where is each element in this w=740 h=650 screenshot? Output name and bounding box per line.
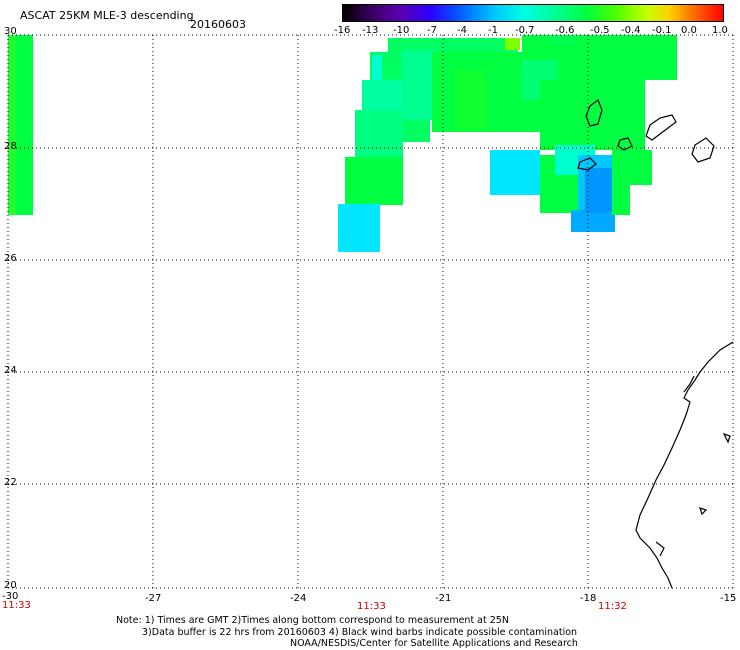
colorbar-tick: -13	[362, 25, 379, 36]
colorbar-tick: -7	[427, 25, 437, 36]
note-line-1: Note: 1) Times are GMT 2)Times along bot…	[116, 615, 509, 626]
colorbar-tick: -10	[393, 25, 410, 36]
island-tenerife	[577, 157, 597, 171]
african-coastline	[635, 341, 734, 589]
colorbar-tick: -0.5	[590, 25, 610, 36]
coastlines	[577, 99, 734, 589]
colorbar-tick: -16	[334, 25, 351, 36]
note-line-3: NOAA/NESDIS/Center for Satellite Applica…	[290, 638, 578, 649]
coast-detail-d	[655, 541, 665, 557]
colorbar-tick: -0.4	[621, 25, 641, 36]
product-date: 20160603	[190, 18, 246, 31]
lon-label: -18	[580, 593, 597, 604]
colorbar-tick: 0.0	[681, 25, 697, 36]
colorbar-tick: -0.1	[652, 25, 672, 36]
colorbar-tick: -0.7	[515, 25, 535, 36]
lat-label: 24	[4, 365, 17, 376]
coast-detail-c	[699, 507, 708, 516]
colorbar-tick: -4	[457, 25, 467, 36]
colorbar-tick: -0.6	[555, 25, 575, 36]
lat-label: 30	[4, 26, 17, 37]
coast-detail-b	[722, 432, 731, 444]
time-label: 11:33	[2, 600, 31, 611]
island-gran-canaria	[691, 137, 715, 163]
grid-lines	[7, 34, 735, 589]
time-label: 11:33	[357, 601, 386, 612]
lon-label: -30	[2, 591, 19, 602]
coast-detail-a	[683, 375, 695, 393]
colorbar	[342, 4, 724, 22]
lat-label: 20	[4, 580, 17, 591]
wind-swath	[8, 35, 677, 252]
lon-label: -15	[720, 593, 737, 604]
colorbar-tick: -1	[488, 25, 498, 36]
lon-label: -21	[435, 593, 452, 604]
island-lanzarote	[645, 114, 677, 141]
lat-label: 26	[4, 253, 17, 264]
time-label: 11:32	[598, 601, 627, 612]
island-la-palma	[585, 99, 603, 127]
lon-label: -24	[290, 593, 307, 604]
lat-label: 22	[4, 477, 17, 488]
lon-label: -27	[145, 593, 162, 604]
product-title: ASCAT 25KM MLE-3 descending	[20, 9, 194, 22]
colorbar-tick: 1.0	[712, 25, 728, 36]
island-fuerteventura	[617, 137, 633, 151]
note-line-2: 3)Data buffer is 22 hrs from 20160603 4)…	[142, 627, 578, 638]
lat-label: 28	[4, 141, 17, 152]
